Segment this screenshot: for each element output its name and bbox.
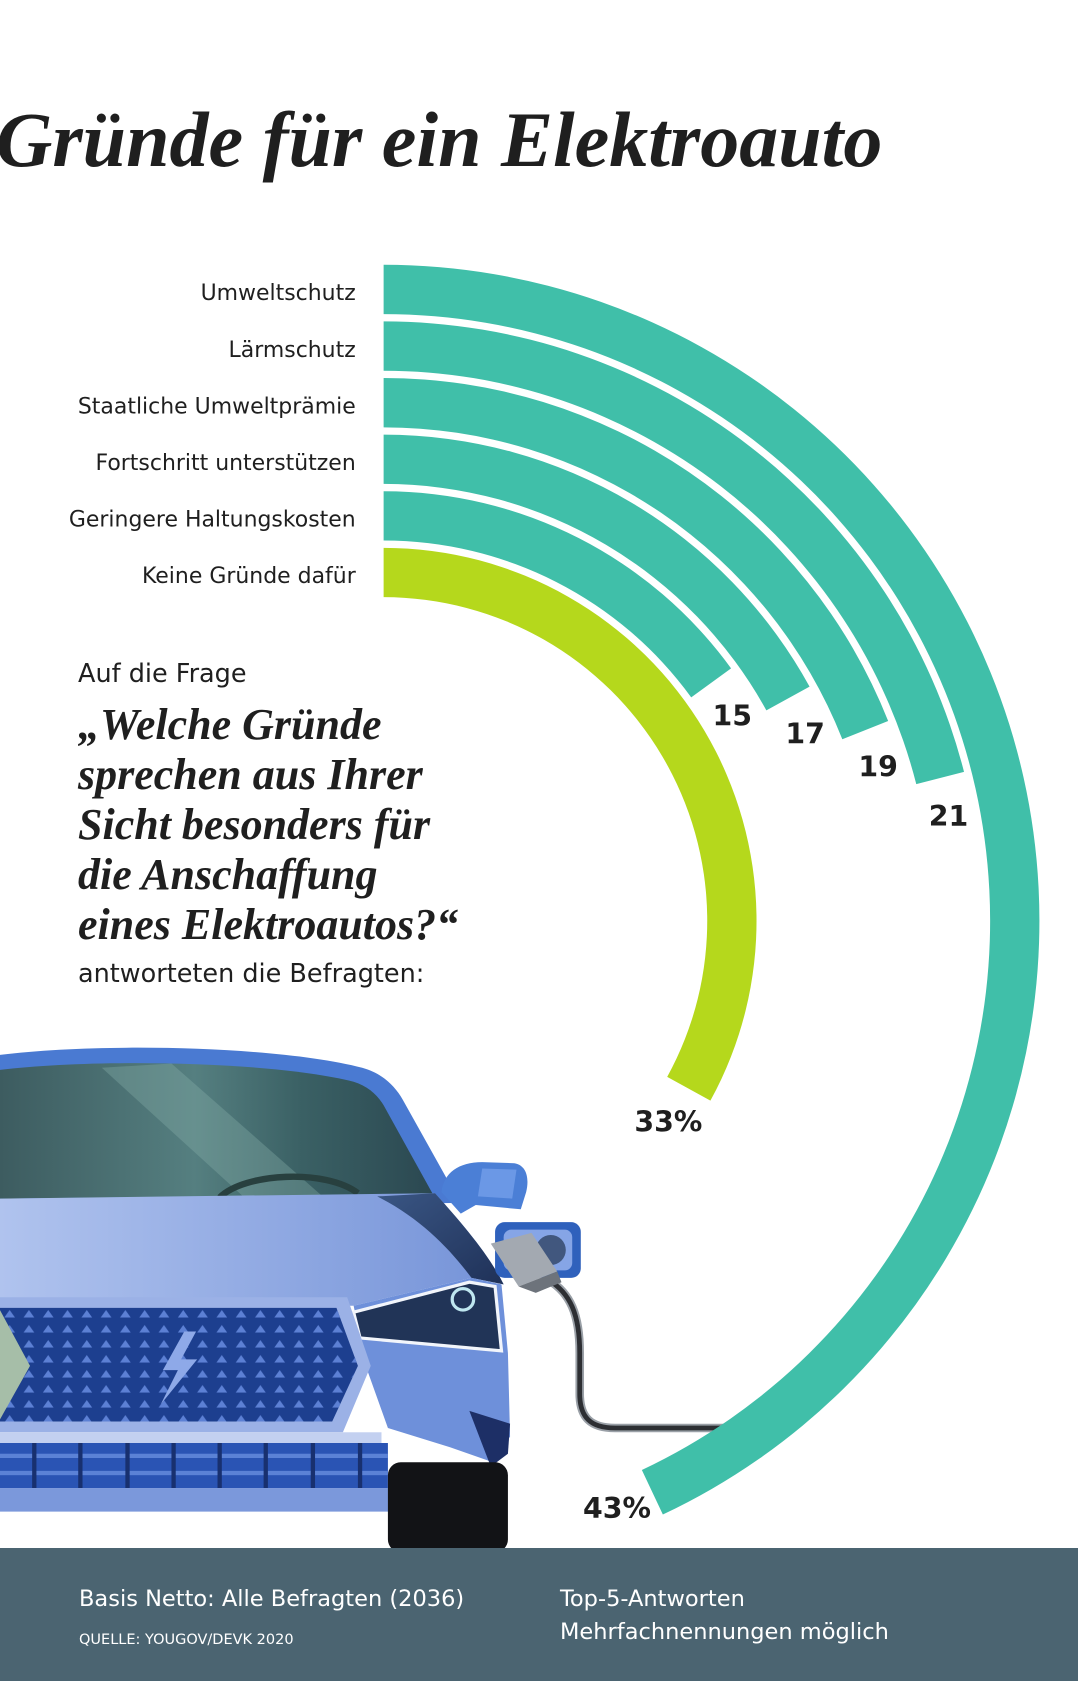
lower-intake <box>0 1443 388 1489</box>
question-line: Sicht besonders für <box>78 800 431 849</box>
category-label: Umweltschutz <box>201 281 356 306</box>
side-mirror-highlight <box>477 1168 517 1199</box>
intake-stripe <box>0 1470 388 1476</box>
category-label: Keine Gründe dafür <box>142 564 357 589</box>
intake-slat <box>78 1443 83 1489</box>
bar-geringere-haltungskosten <box>383 491 732 698</box>
category-label: Staatliche Umweltprämie <box>78 394 356 419</box>
bar-staatliche-umweltpraemie <box>383 378 889 740</box>
fender-shadow <box>469 1410 511 1467</box>
charging-plug-shadow <box>518 1271 562 1293</box>
value-label: 21 <box>929 800 969 833</box>
wheel <box>387 1462 508 1553</box>
intake-slat <box>171 1443 176 1489</box>
bar-laermschutz <box>383 321 965 785</box>
steering-wheel <box>217 1173 360 1200</box>
intake-slat <box>310 1443 316 1489</box>
intake-slat <box>263 1443 268 1489</box>
bar-keine-gruende-dafuer <box>383 547 757 1101</box>
sample-base: Basis Netto: Alle Befragten (2036) <box>79 1586 465 1612</box>
value-label: 19 <box>858 751 898 784</box>
car-bumper <box>0 1488 393 1512</box>
electric-car-icon <box>0 1047 744 1553</box>
question-line: sprechen aus Ihrer <box>78 750 423 799</box>
page-title: Gründe für ein Elektroauto <box>0 96 883 183</box>
question-line: die Anschaffung <box>78 850 378 899</box>
value-label: 15 <box>713 699 753 732</box>
headlight-ring <box>450 1287 476 1312</box>
radial-bars <box>383 264 1040 1515</box>
chart-labels: Umweltschutz 43% Lärmschutz 21 Staatliche Um… <box>69 281 968 1525</box>
charging-plug-icon <box>490 1232 558 1287</box>
windshield-reflection <box>101 1063 322 1198</box>
question-line: eines Elektroautos?“ <box>78 900 459 949</box>
question-outro: antworteten die Befragten: <box>78 959 425 989</box>
category-label: Fortschritt unterstützen <box>96 451 356 476</box>
charging-cable-core <box>546 1277 742 1431</box>
car-hood <box>0 1193 504 1306</box>
intake-stripe <box>0 1453 388 1459</box>
value-label: 17 <box>785 717 825 750</box>
question-line: „Welche Gründe <box>78 700 382 749</box>
charging-cable <box>544 1275 744 1433</box>
intake-slat <box>32 1443 37 1489</box>
source-note: QUELLE: YOUGOV/DEVK 2020 <box>79 1632 294 1648</box>
intake-slat <box>217 1443 222 1489</box>
footer: Basis Netto: Alle Befragten (2036) QUELL… <box>0 1548 1078 1681</box>
car-windshield <box>0 1063 433 1199</box>
question-intro: Auf die Frage <box>78 659 247 689</box>
value-label: 33% <box>634 1106 702 1139</box>
lightning-bolt-icon <box>160 1331 198 1405</box>
grille-left-reflection <box>0 1310 31 1420</box>
answers-note: Top-5-Antworten <box>560 1586 745 1612</box>
hood-shading <box>377 1193 504 1285</box>
survey-question: „Welche Gründe sprechen aus Ihrer Sicht … <box>78 700 458 950</box>
category-label: Lärmschutz <box>229 338 356 363</box>
multiple-answers-note: Mehrfachnennungen möglich <box>560 1619 889 1645</box>
bumper-trim <box>0 1432 382 1444</box>
intake-slat <box>125 1443 130 1489</box>
bar-fortschritt-unterstuetzen <box>383 434 810 711</box>
category-label: Geringere Haltungskosten <box>69 508 356 533</box>
intake-slat <box>357 1443 363 1489</box>
value-label: 43% <box>583 1492 651 1525</box>
